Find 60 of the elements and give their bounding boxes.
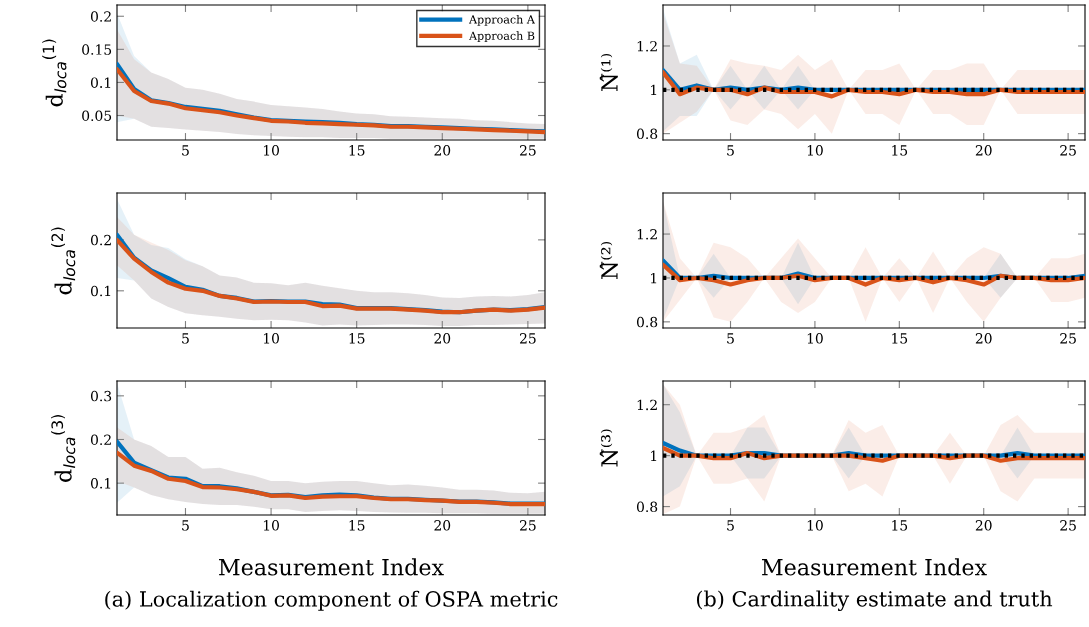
x-tick-label: 5 [727,333,734,344]
x-tick-label: 15 [892,333,908,344]
x-tick-label: 20 [434,333,451,344]
x-tick-label: 20 [975,333,992,344]
x-tick-label: 10 [807,333,823,344]
legend-label: Approach B [468,31,535,43]
y-tick-label: 0.8 [636,128,658,140]
y-tick-label: 0.1 [90,77,111,88]
x-tick-label: 10 [263,145,279,156]
x-tick-label: 15 [349,145,365,156]
y-axis-title: d$_{loca}$$^{(3)}$ [51,415,76,482]
y-tick-label: 1 [651,84,657,96]
y-tick-label: 0.1 [90,285,111,297]
y-tick-label: 1.2 [637,40,657,52]
x-axis-title: Measurement Index [762,558,987,576]
x-tick-label: 25 [519,520,536,531]
x-tick-label: 15 [349,333,365,344]
y-tick-label: 1 [651,450,657,461]
y-tick-label: 0.2 [90,234,111,246]
x-tick-label: 10 [807,145,823,156]
x-tick-label: 15 [892,145,908,156]
x-tick-label: 10 [263,520,279,531]
x-tick-label: 25 [519,333,536,344]
y-tick-label: 1 [651,272,657,284]
y-tick-label: 0.8 [636,501,658,513]
x-tick-label: 25 [1060,145,1076,156]
y-tick-label: 0.1 [90,478,111,489]
x-tick-label: 15 [892,520,908,531]
y-tick-label: 0.2 [90,434,111,445]
x-axis-title: Measurement Index [219,558,444,576]
y-tick-label: 0.2 [90,11,111,22]
x-tick-label: 5 [727,145,734,156]
x-tick-label: 5 [182,333,189,344]
y-axis-title: N̂⁽²⁾ [599,241,618,280]
x-tick-label: 20 [434,520,451,531]
legend-label: Approach A [468,15,535,26]
y-tick-label: 0.05 [82,110,112,121]
x-tick-label: 20 [434,145,451,156]
text: (a) Localization component of OSPA metric [105,590,558,611]
x-tick-label: 5 [727,520,734,531]
y-axis-title: N̂⁽¹⁾ [599,53,618,92]
y-tick-label: 1.2 [637,229,657,240]
y-axis-title: d$_{loca}$$^{(1)}$ [42,39,67,107]
x-tick-label: 20 [975,520,992,531]
y-tick-label: 0.3 [90,390,112,402]
y-axis-title: N̂⁽³⁾ [599,429,618,467]
y-tick-label: 0.8 [636,316,658,328]
x-tick-label: 25 [1060,333,1076,344]
x-tick-label: 10 [807,520,823,531]
x-tick-label: 10 [263,333,279,344]
x-tick-label: 5 [182,520,189,531]
x-tick-label: 25 [519,145,536,156]
y-tick-label: 1.2 [637,399,657,411]
x-tick-label: 15 [349,520,365,531]
y-tick-label: 0.15 [82,44,112,55]
y-axis-title: d$_{loca}$$^{(2)}$ [51,227,76,295]
text: (b) Cardinality estimate and truth [696,590,1053,611]
x-tick-label: 5 [182,145,189,156]
x-tick-label: 25 [1060,520,1076,531]
x-tick-label: 20 [975,145,992,156]
